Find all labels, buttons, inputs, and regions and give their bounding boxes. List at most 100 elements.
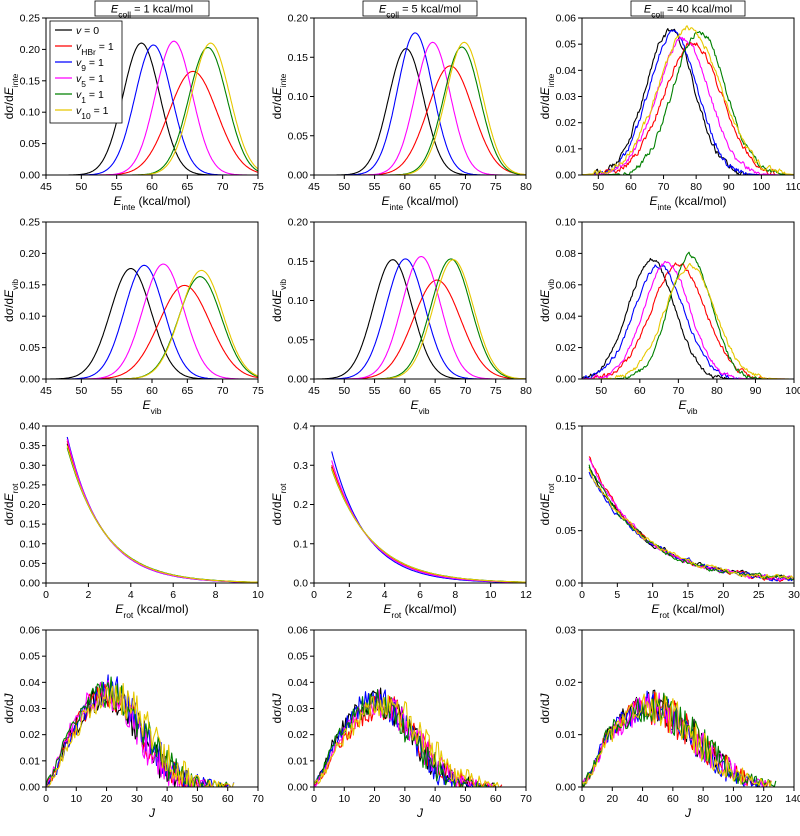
y-tick-label: 0.01 [20,755,41,767]
legend-label-v1: v1 = 1 [76,89,104,105]
series-line-v9 [331,451,526,583]
x-tick-label: 75 [490,385,502,397]
curves [582,25,794,175]
column-header-box [94,0,210,17]
y-tick-label: 0.10 [556,473,577,485]
y-tick-label: 0.10 [556,217,577,229]
y-tick-label: 0.10 [20,107,41,119]
y-tick-label: 0.10 [288,295,309,307]
series-line-v10 [66,445,258,583]
y-tick-label: 0.04 [556,65,577,77]
x-tick-label: 80 [711,385,723,397]
plot-frame [581,629,795,788]
x-tick-label: 40 [637,793,649,805]
series-line-v1 [46,676,229,787]
plot-frame [313,425,527,584]
x-tick-label: 70 [520,793,532,805]
y-tick-label: 0.02 [288,729,309,741]
series-line-v10 [582,262,794,379]
x-tick-label: 45 [40,181,52,193]
panel-vib-40: 50 60 70 80 90 100 0.00 0.02 0.04 0.06 0.08 0.10 Evi… [538,217,800,417]
legend-label-vHBr: vHBr = 1 [76,41,114,57]
panel-vib-5: 45 50 55 60 65 70 75 80 0.00 0.05 0.10 0.15 0.20 Evib… [270,217,532,417]
x-tick-label: 20 [606,793,618,805]
y-tick-label: 0.00 [20,170,41,182]
x-tick-label: 8 [452,589,458,601]
plot-frame [581,17,795,176]
plot-frame [45,425,259,584]
x-tick-label: 90 [750,385,762,397]
curves [314,32,526,175]
x-tick-label: 8 [213,589,219,601]
series-line-v9 [582,29,794,175]
y-axis-label: dσ/dErot [2,483,20,526]
series-line-v10 [314,259,526,379]
series-line-v10 [582,692,772,787]
x-tick-label: 0 [579,793,585,805]
series-line-v5 [331,460,526,583]
curves [314,256,526,379]
series-line-v1 [582,30,794,175]
y-tick-label: 0.00 [20,782,41,794]
x-tick-label: 60 [399,181,411,193]
y-tick-label: 0.00 [20,578,41,590]
column-header-box [362,0,478,17]
x-tick-label: 110 [786,181,800,193]
series-line-vHBr [314,65,526,175]
y-tick-label: 0.00 [20,374,41,386]
x-tick-label: 60 [490,793,502,805]
x-tick-label: 100 [725,793,743,805]
x-tick-label: 30 [399,793,411,805]
curves [314,687,508,787]
series-line-v5 [46,263,258,379]
panel-vib-1: 45 50 55 60 65 70 75 0.00 0.05 0.10 0.15 0.20 0.25 Ev… [2,217,264,417]
series-line-v0 [314,48,526,175]
series-line-vHBr [46,284,258,379]
x-tick-label: 30 [788,589,800,601]
x-tick-label: 10 [647,589,659,601]
x-tick-label: 6 [417,589,423,601]
x-tick-label: 60 [667,793,679,805]
column-header-box [630,0,746,17]
y-tick-label: 0.25 [20,479,41,491]
x-tick-label: 5 [614,589,620,601]
x-tick-label: 0 [43,589,49,601]
x-tick-label: 90 [723,181,735,193]
curves [46,263,258,379]
x-tick-label: 70 [673,385,685,397]
x-axis-label: J [416,806,424,820]
x-tick-label: 45 [308,181,320,193]
y-tick-label: 0.20 [20,44,41,56]
y-tick-label: 0.03 [288,703,309,715]
x-tick-label: 4 [382,589,388,601]
series-line-v5 [582,36,794,175]
y-tick-label: 0.15 [288,52,309,64]
x-tick-label: 15 [682,589,694,601]
series-line-v0 [46,267,258,379]
x-tick-label: 75 [252,181,264,193]
x-tick-label: 0 [311,793,317,805]
column-header-label: Ecoll = 1 kcal/mol [111,4,193,20]
x-tick-label: 2 [85,589,91,601]
series-line-v9 [314,689,491,787]
panel-rot-1: 0 2 4 6 8 10 0.00 0.05 0.10 0.15 0.20 0.25 0.30 0.35 0… [2,421,264,621]
panel-J-5: 0 10 20 30 40 50 60 70 0.00 0.01 0.02 0.03 0.04 0.05 0… [270,625,532,821]
series-line-v1 [314,258,526,379]
x-tick-label: 60 [146,385,158,397]
series-line-v9 [314,32,526,175]
series-line-v10 [314,41,526,175]
x-tick-label: 50 [595,385,607,397]
x-tick-label: 140 [785,793,800,805]
column-header-label: Ecoll = 40 kcal/mol [644,4,732,20]
y-tick-label: 0.15 [20,519,41,531]
y-tick-label: 0.4 [293,421,308,433]
y-tick-label: 0.00 [556,170,577,182]
y-tick-label: 0.05 [20,651,41,663]
series-line-v10 [46,42,258,175]
panel-inte-5: 45 50 55 60 65 70 75 80 0.00 0.05 0.10 0.15 0.20 Eint… [270,13,532,213]
series-line-v1 [66,447,258,583]
y-tick-label: 0.02 [20,729,41,741]
x-tick-label: 80 [520,385,532,397]
x-tick-label: 70 [460,385,472,397]
